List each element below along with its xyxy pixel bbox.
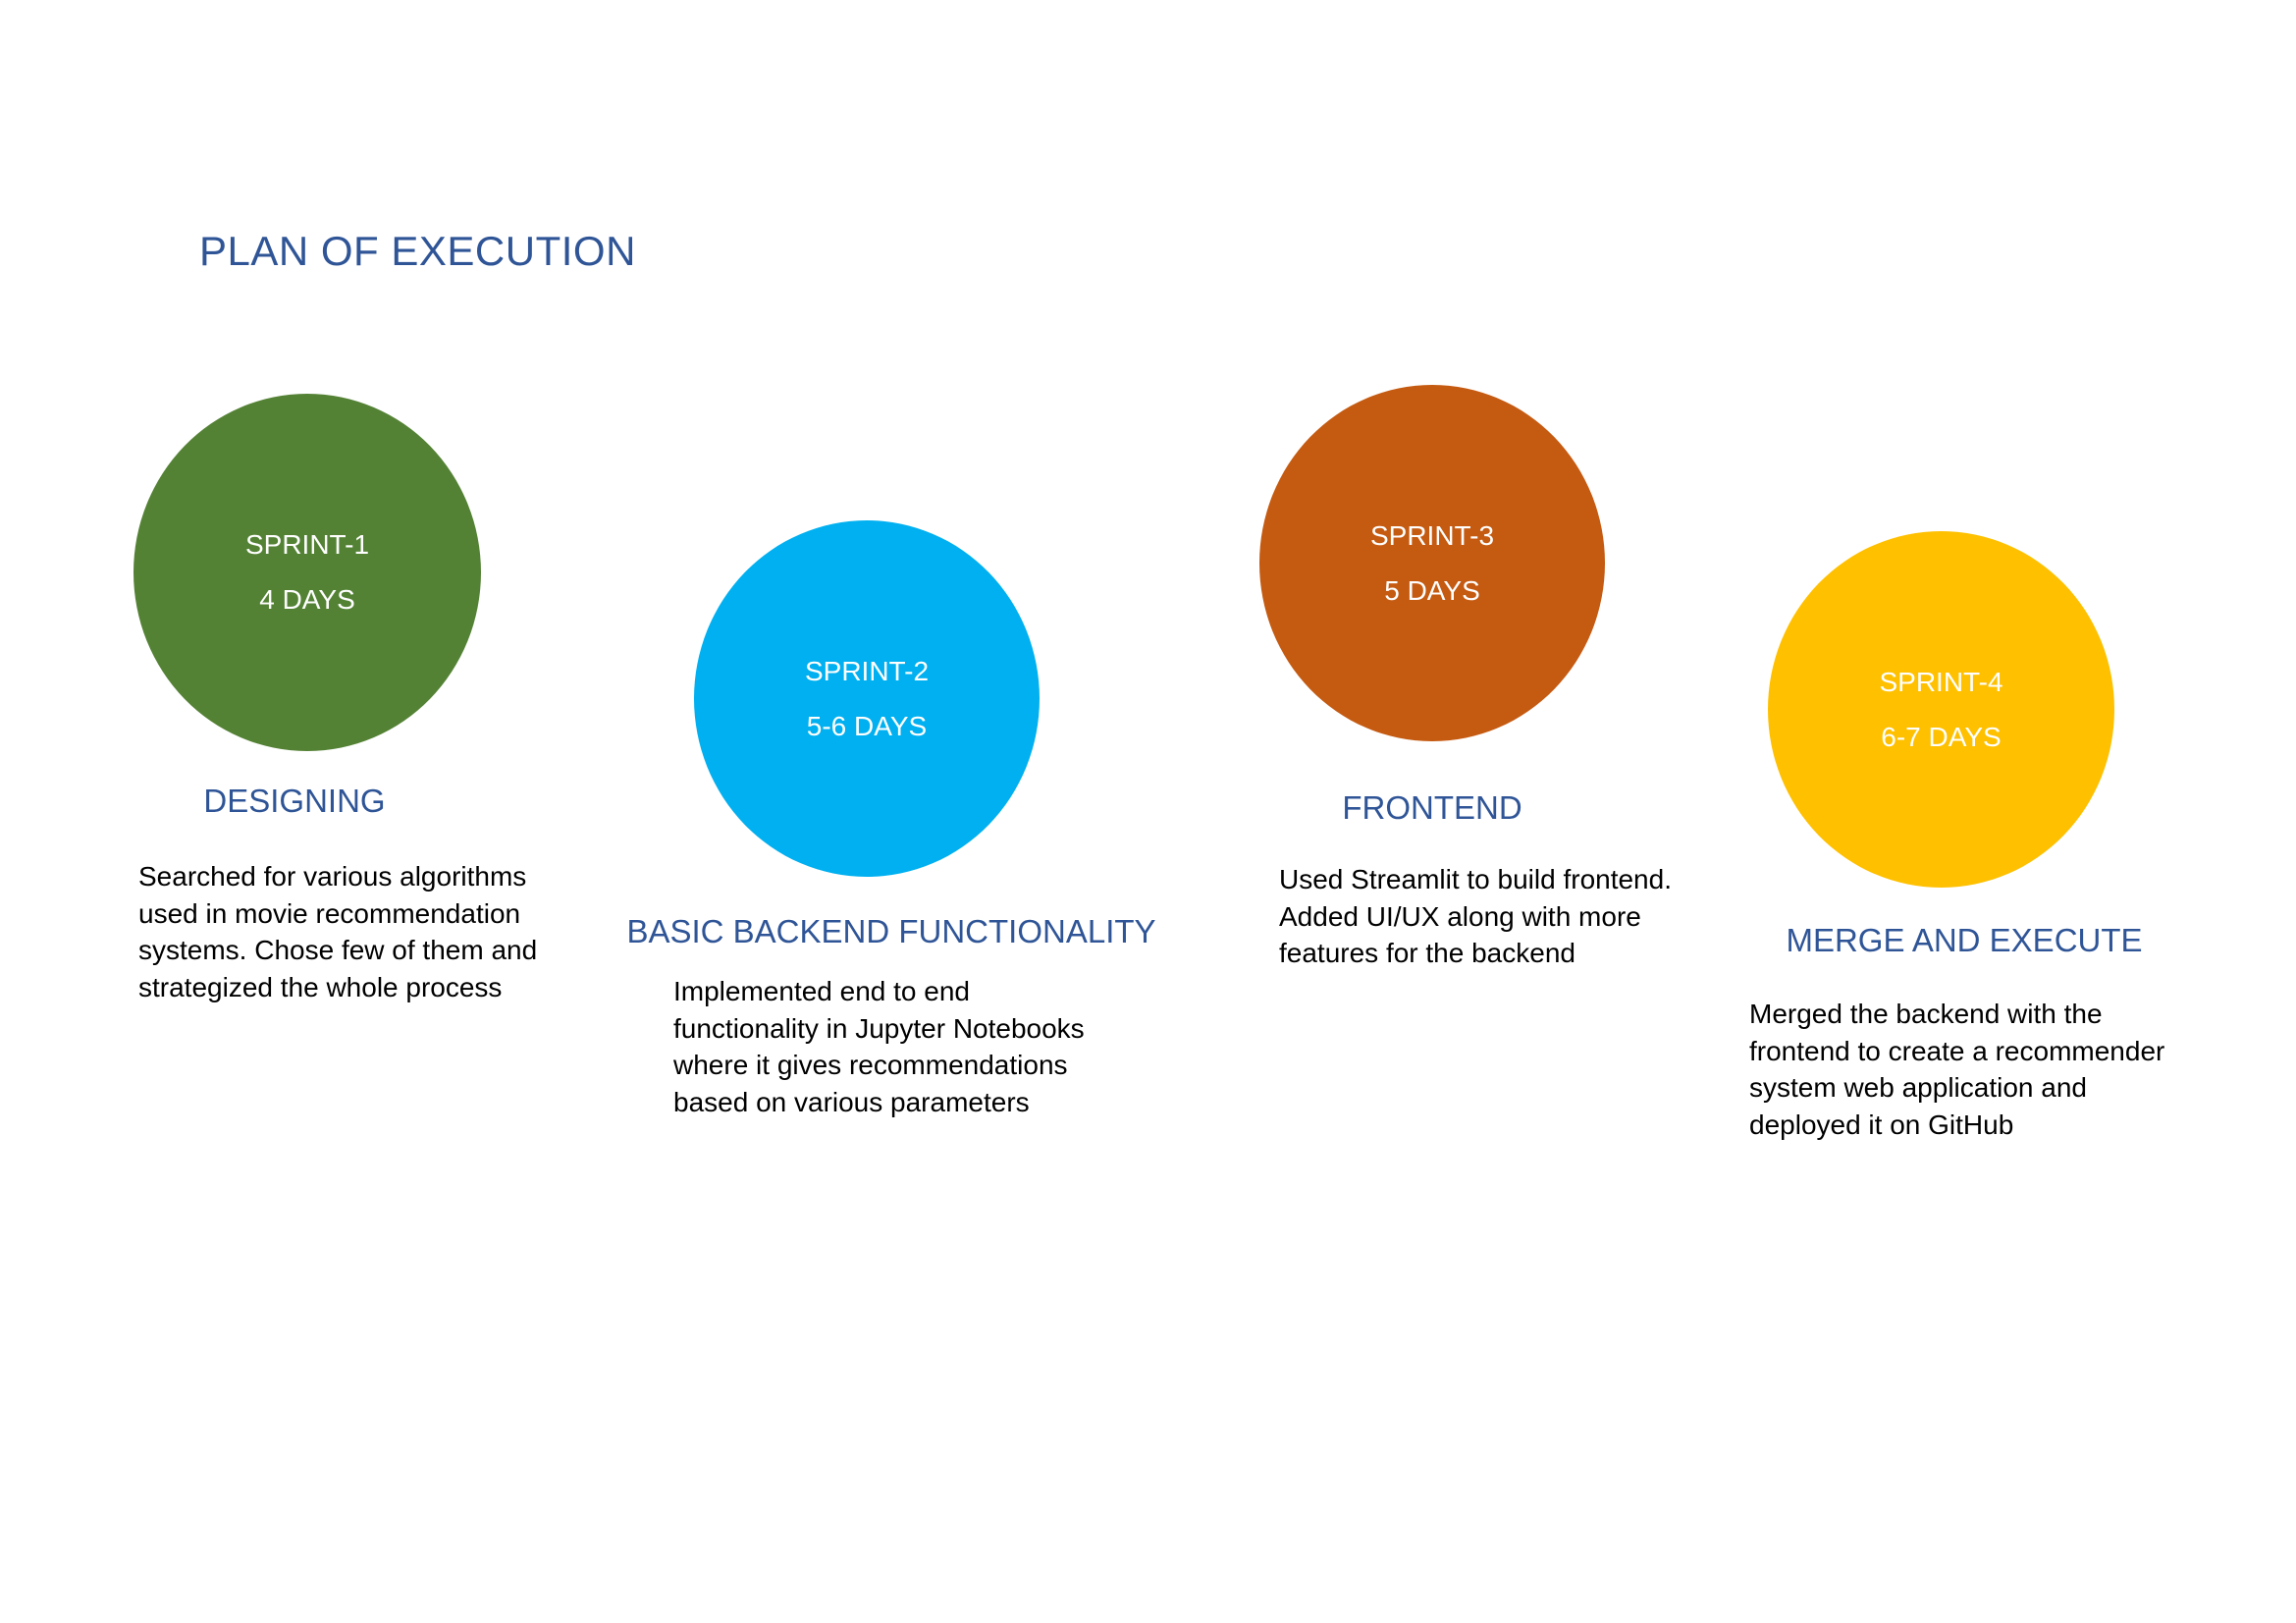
sprint-2-heading: BASIC BACKEND FUNCTIONALITY [626, 913, 1156, 949]
sprint-2-description-line: Implemented end to end [673, 976, 970, 1006]
sprint-1-circle: SPRINT-1 4 DAYS [133, 394, 481, 751]
sprint-3-name: SPRINT-3 [1369, 519, 1495, 551]
sprint-3-description-line: Added UI/UX along with more [1279, 900, 1641, 932]
sprint-4-name: SPRINT-4 [1879, 666, 2003, 697]
sprint-3-description-line: Used Streamlit to build frontend. [1279, 864, 1672, 894]
sprint-1-description-line: strategized the whole process [138, 971, 503, 1002]
sprint-2-description-line: where it gives recommendations [673, 1050, 1068, 1080]
sprint-1-description: Searched for various algorithms used in … [138, 858, 570, 1005]
sprint-4-heading: MERGE AND EXECUTE [1786, 922, 2143, 958]
sprint-2-description-line: functionality in Jupyter Notebooks [673, 1012, 1085, 1044]
sprint-4-circle: SPRINT-4 6-7 DAYS [1768, 531, 2114, 888]
sprint-1-heading: DESIGNING [203, 783, 386, 819]
sprint-4-description-line: system web application and [1749, 1072, 2087, 1103]
sprint-3-duration: 5 DAYS [1384, 574, 1480, 606]
sprint-1-description-line: systems. Chose few of them and [138, 935, 538, 965]
sprint-3-heading: FRONTEND [1342, 789, 1522, 826]
sprint-2-circle: SPRINT-2 5-6 DAYS [694, 520, 1040, 877]
sprint-2-name: SPRINT-2 [804, 655, 930, 686]
sprint-1-description-line: Searched for various algorithms [138, 861, 527, 892]
sprint-3-description: Used Streamlit to build frontend. Added … [1279, 861, 1711, 972]
sprint-1-description-line: used in movie recommendation [138, 897, 521, 929]
sprint-2-description: Implemented end to end functionality in … [673, 973, 1135, 1120]
sprint-4-description-line: Merged the backend with the [1749, 999, 2103, 1029]
sprint-4-description: Merged the backend with the frontend to … [1749, 996, 2211, 1143]
sprint-1-duration: 4 DAYS [259, 584, 355, 615]
sprint-2-description-line: based on various parameters [673, 1086, 1030, 1117]
sprint-3-description-line: features for the backend [1279, 938, 1575, 968]
sprint-4-description-line: deployed it on GitHub [1749, 1109, 2014, 1140]
sprint-3-circle: SPRINT-3 5 DAYS [1259, 385, 1605, 741]
page-title: PLAN OF EXECUTION [199, 228, 636, 274]
sprint-1-name: SPRINT-1 [244, 529, 370, 560]
sprint-2-duration: 5-6 DAYS [806, 710, 928, 741]
sprint-4-duration: 6-7 DAYS [1881, 721, 2002, 752]
sprint-4-description-line: frontend to create a recommender [1749, 1035, 2165, 1066]
